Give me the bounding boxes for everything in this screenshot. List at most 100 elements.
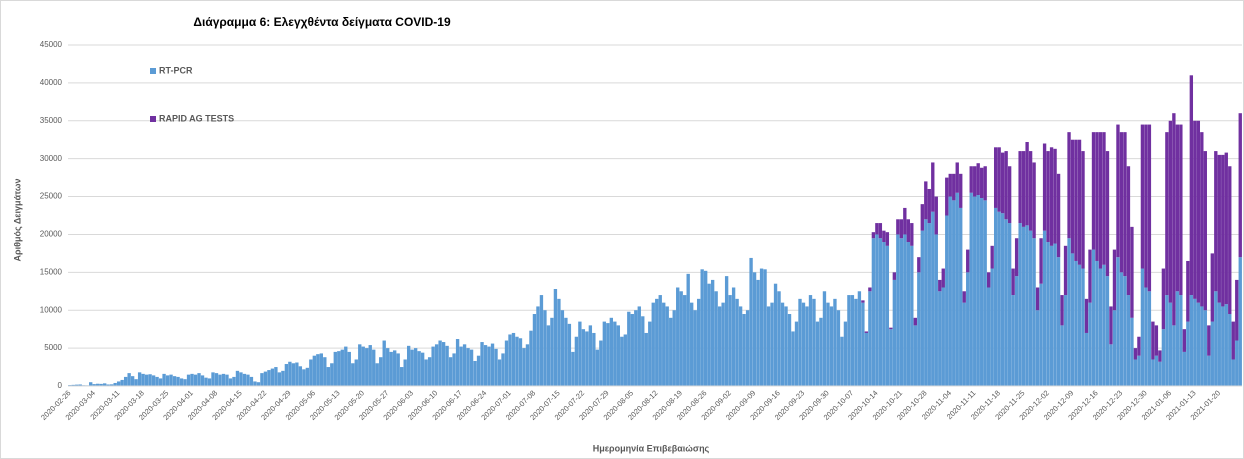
bar-segment	[1221, 154, 1225, 307]
bar-segment	[522, 348, 526, 386]
bar-segment	[990, 268, 994, 386]
bar-segment	[903, 207, 907, 235]
bar-segment	[221, 373, 226, 386]
bar-segment	[756, 279, 760, 386]
bar-segment	[396, 353, 400, 386]
bar-segment	[1224, 304, 1228, 386]
bar-segment	[1046, 242, 1050, 386]
bar-segment	[1147, 291, 1152, 386]
bar-segment	[710, 279, 715, 386]
bar-segment	[1049, 147, 1054, 246]
bar-segment	[606, 323, 610, 386]
bar-segment	[176, 376, 180, 386]
bar-segment	[1053, 243, 1057, 386]
bar-segment	[924, 181, 928, 220]
bar-segment	[1186, 260, 1190, 322]
bar-segment	[1158, 350, 1162, 362]
bar-segment	[169, 374, 173, 386]
bar-segment	[962, 291, 966, 303]
bar-segment	[980, 167, 984, 199]
bar-segment	[382, 340, 386, 386]
bar-segment	[644, 332, 648, 386]
bar-segment	[917, 257, 921, 273]
bar-segment	[1235, 279, 1239, 341]
bar-segment	[728, 295, 732, 386]
bar-segment	[899, 238, 904, 386]
bar-segment	[1088, 249, 1092, 303]
bar-segment	[344, 346, 348, 386]
bar-segment	[1084, 298, 1089, 333]
bar-segment	[1060, 325, 1064, 386]
bar-segment	[896, 234, 900, 386]
bar-segment	[1140, 268, 1145, 386]
bar-segment	[665, 306, 669, 386]
y-tick-label: 45000	[40, 40, 63, 49]
bar-segment	[777, 291, 781, 386]
y-tick-label: 20000	[40, 230, 63, 239]
bar-segment	[455, 339, 460, 386]
bar-segment	[1182, 351, 1187, 386]
bar-segment	[1021, 226, 1026, 386]
bar-segment	[473, 360, 477, 386]
bar-segment	[448, 357, 453, 386]
bar-segment	[812, 298, 816, 386]
bar-segment	[1207, 355, 1211, 386]
bar-segment	[1105, 276, 1110, 386]
bar-segment	[1193, 298, 1197, 386]
bar-segment	[683, 295, 687, 386]
bar-segment	[106, 384, 110, 386]
y-tick-label: 5000	[44, 343, 62, 352]
bar-segment	[1081, 151, 1085, 269]
bar-segment	[1102, 132, 1106, 265]
bar-segment	[127, 373, 131, 386]
bar-segment	[1130, 317, 1134, 386]
bar-segment	[966, 272, 970, 386]
bar-segment	[1144, 124, 1148, 288]
bar-segment	[239, 372, 243, 386]
bar-segment	[1172, 325, 1176, 386]
bar-segment	[840, 336, 844, 386]
bar-segment	[585, 331, 589, 386]
bar-segment	[1140, 124, 1145, 269]
bar-segment	[400, 367, 404, 386]
bar-segment	[1067, 132, 1071, 239]
bar-segment	[1000, 152, 1005, 214]
bar-segment	[326, 367, 330, 386]
bar-segment	[1077, 139, 1082, 265]
bar-segment	[1165, 295, 1169, 386]
bar-segment	[270, 368, 275, 386]
bar-segment	[1042, 230, 1047, 386]
bar-segment	[1175, 291, 1180, 386]
bar-segment	[214, 373, 219, 386]
bar-segment	[941, 287, 945, 386]
bar-segment	[945, 215, 949, 386]
bar-segment	[1224, 152, 1228, 305]
bar-segment	[836, 310, 841, 386]
bar-segment	[123, 376, 128, 386]
bar-segment	[1228, 314, 1232, 386]
bar-segment	[1063, 295, 1068, 386]
bar-segment	[1238, 113, 1242, 258]
bar-segment	[745, 310, 750, 386]
bar-segment	[1214, 291, 1218, 386]
bar-segment	[1116, 124, 1120, 258]
bar-segment	[375, 363, 379, 386]
bar-segment	[1200, 132, 1204, 307]
bar-segment	[1214, 151, 1218, 292]
bar-segment	[386, 348, 390, 386]
bar-segment	[532, 314, 537, 386]
bar-segment	[1011, 295, 1015, 386]
bar-segment	[553, 289, 558, 386]
bar-segment	[959, 207, 963, 386]
bar-segment	[515, 336, 519, 386]
bar-segment	[578, 321, 582, 386]
bar-segment	[976, 163, 980, 196]
bar-segment	[693, 310, 697, 386]
bar-segment	[413, 348, 418, 386]
y-tick-label: 25000	[40, 192, 63, 201]
bar-segment	[525, 344, 530, 386]
bar-segment	[766, 306, 771, 386]
bar-segment	[1186, 321, 1190, 386]
bar-segment	[627, 311, 631, 386]
bar-segment	[1035, 310, 1040, 386]
